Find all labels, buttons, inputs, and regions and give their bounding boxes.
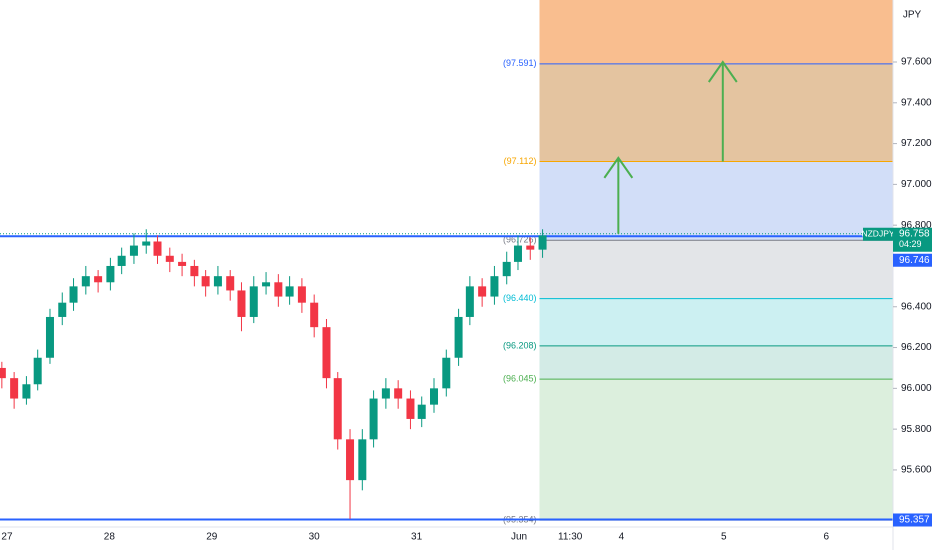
candle-body — [274, 282, 283, 297]
candle-body — [430, 388, 439, 405]
x-tick-label: 4 — [619, 532, 625, 543]
x-tick-label: Jun — [511, 532, 527, 543]
candle-body — [117, 255, 126, 266]
candle-body — [45, 316, 54, 358]
level-zone — [539, 161, 893, 241]
candle-body — [346, 439, 355, 481]
hline-price-label: 95.357 — [899, 515, 930, 526]
y-tick-label: 97.200 — [901, 138, 932, 149]
level-label: (96.726) — [503, 235, 537, 245]
candle-body — [490, 276, 499, 297]
arrow-head — [603, 156, 634, 179]
candle-body — [249, 286, 258, 317]
x-tick-label: 31 — [411, 532, 423, 543]
candle-body — [0, 367, 6, 379]
candle-body — [190, 265, 199, 277]
countdown-label: 04:29 — [899, 239, 922, 249]
x-tick-label: 29 — [206, 532, 218, 543]
level-zone — [539, 379, 893, 521]
candle-body — [465, 286, 474, 317]
candle-body — [10, 378, 19, 399]
arrow-head — [707, 60, 738, 83]
y-tick-label: 95.600 — [901, 465, 932, 476]
level-zone — [539, 345, 893, 380]
candle-body — [33, 357, 42, 385]
candle-body — [213, 276, 222, 287]
price-axis — [893, 0, 932, 550]
x-tick-label: 5 — [721, 532, 727, 543]
last-price-label: 96.758 — [899, 228, 930, 239]
x-tick-label: 11:30 — [558, 532, 583, 543]
y-tick-label: 97.000 — [901, 179, 932, 190]
candle-body — [142, 241, 151, 246]
candle-body — [454, 316, 463, 358]
candle-body — [417, 404, 426, 419]
candle-body — [513, 245, 522, 262]
candle-body — [285, 286, 294, 297]
candle-body — [394, 388, 403, 399]
level-zone — [539, 240, 893, 299]
candle-body — [478, 286, 487, 297]
level-zone — [539, 63, 893, 162]
candle-body — [94, 276, 103, 283]
x-tick-label: 30 — [309, 532, 321, 543]
candle-body — [165, 255, 174, 262]
x-tick-label: 27 — [1, 532, 13, 543]
y-tick-label: 96.400 — [901, 301, 932, 312]
hline-price-box — [893, 513, 932, 527]
candle-body — [178, 261, 187, 266]
candle-body — [201, 276, 210, 287]
candle-body — [442, 357, 451, 389]
hline-price-box — [893, 253, 932, 267]
candle-body — [381, 388, 390, 399]
level-label: (97.591) — [503, 58, 537, 68]
level-label: (96.440) — [503, 293, 537, 303]
candle-body — [69, 286, 78, 303]
hline-price-label: 96.746 — [899, 255, 930, 266]
symbol-label: NZDJPY — [861, 228, 894, 238]
last-price-box — [893, 227, 932, 252]
currency-label: JPY — [903, 10, 922, 21]
y-tick-label: 97.400 — [901, 97, 932, 108]
level-label: (96.045) — [503, 374, 537, 384]
level-label: (97.112) — [504, 156, 537, 166]
x-tick-label: 6 — [823, 532, 829, 543]
candle-body — [153, 241, 162, 256]
y-tick-label: 97.600 — [901, 57, 932, 68]
x-tick-label: 28 — [104, 532, 116, 543]
candle-body — [322, 327, 331, 379]
symbol-box — [863, 227, 893, 241]
y-tick-label: 95.800 — [901, 424, 932, 435]
candle-body — [369, 398, 378, 440]
candle-body — [526, 245, 535, 250]
candle-body — [538, 235, 547, 250]
candle-body — [22, 384, 31, 399]
candle-body — [58, 302, 67, 317]
level-zone — [539, 298, 893, 346]
y-tick-label: 96.000 — [901, 383, 932, 394]
candle-body — [297, 286, 306, 303]
candle-body — [358, 439, 367, 481]
candle-body — [237, 290, 246, 317]
candle-body — [81, 276, 90, 287]
candle-body — [262, 282, 271, 287]
level-zone — [539, 0, 893, 64]
y-tick-label: 96.800 — [901, 220, 932, 231]
candle-body — [106, 265, 115, 283]
candle-body — [310, 302, 319, 328]
candle-body — [333, 378, 342, 440]
candle-body — [129, 245, 138, 256]
y-tick-label: 96.200 — [901, 342, 932, 353]
candle-body — [226, 276, 235, 291]
candle-body — [406, 398, 415, 419]
candle-body — [502, 261, 511, 277]
level-label: (96.208) — [503, 340, 537, 350]
